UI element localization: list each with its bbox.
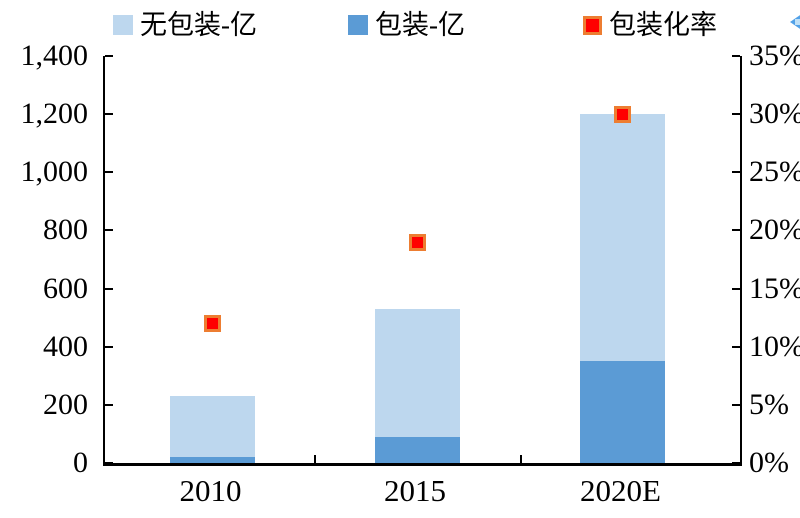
legend-item-rate: 包装化率 [583,10,717,40]
right-axis-tick [732,462,740,464]
rate-marker [614,105,631,123]
right-axis-tick [732,113,740,116]
right-axis-tick-label: 35% [749,39,800,72]
right-axis-tick-label: 30% [749,97,800,131]
unpackaged-swatch-icon [113,15,133,35]
collapse-arrow-notch-icon [795,19,800,25]
right-axis-tick-label: 5% [749,387,789,421]
right-axis-tick [732,171,740,174]
legend-label: 无包装-亿 [140,10,257,40]
rate-marker [204,314,221,332]
left-axis-tick-label: 1,000 [20,155,89,189]
rate-swatch-icon [583,15,602,35]
right-axis-tick [732,229,740,232]
plot-area [103,55,742,466]
right-axis-tick [732,287,740,290]
right-axis-tick-label: 20% [749,213,800,247]
right-axis-tick [732,403,740,406]
left-axis-tick [105,462,113,464]
right-axis-tick [732,345,740,348]
left-axis-tick [105,403,113,406]
left-axis-tick-label: 800 [43,213,88,247]
left-axis-tick-label: 400 [43,329,88,363]
bar-segment-unpackaged [374,308,460,437]
legend-label: 包装-亿 [375,10,465,40]
legend-item-unpackaged: 无包装-亿 [113,10,257,40]
right-axis-tick-label: 25% [749,155,800,189]
left-axis-tick-label: 600 [43,271,88,305]
left-axis-tick [105,171,113,174]
left-axis-tick-label: 1,200 [20,97,89,131]
left-axis-tick [105,55,113,57]
left-axis-tick [105,345,113,348]
bar-segment-unpackaged [580,114,665,362]
rate-marker [408,233,426,251]
x-axis-category-label: 2020E [580,473,661,508]
packaged-swatch-icon [348,15,368,35]
right-axis-tick-label: 15% [749,271,800,305]
x-axis-tick [520,455,522,463]
x-axis-category-label: 2015 [384,473,446,508]
bar-segment-packaged [374,436,460,463]
bar-segment-packaged [580,361,665,463]
left-axis-tick-label: 1,400 [20,39,89,72]
x-axis-category-label: 2010 [179,473,242,508]
left-axis-tick [105,287,113,290]
left-axis-tick-label: 200 [43,387,88,421]
bar-segment-packaged [170,457,255,463]
legend-item-packaged: 包装-亿 [348,10,465,40]
left-axis-tick [105,229,113,232]
x-axis-tick [314,455,316,463]
right-axis-tick-label: 0% [749,446,789,479]
right-axis-tick-label: 10% [749,329,800,363]
bar-segment-unpackaged [170,396,255,458]
left-axis-tick-label: 0 [73,446,88,479]
right-axis-tick [732,55,740,57]
left-axis-tick [105,113,113,116]
legend-label: 包装化率 [609,10,717,40]
